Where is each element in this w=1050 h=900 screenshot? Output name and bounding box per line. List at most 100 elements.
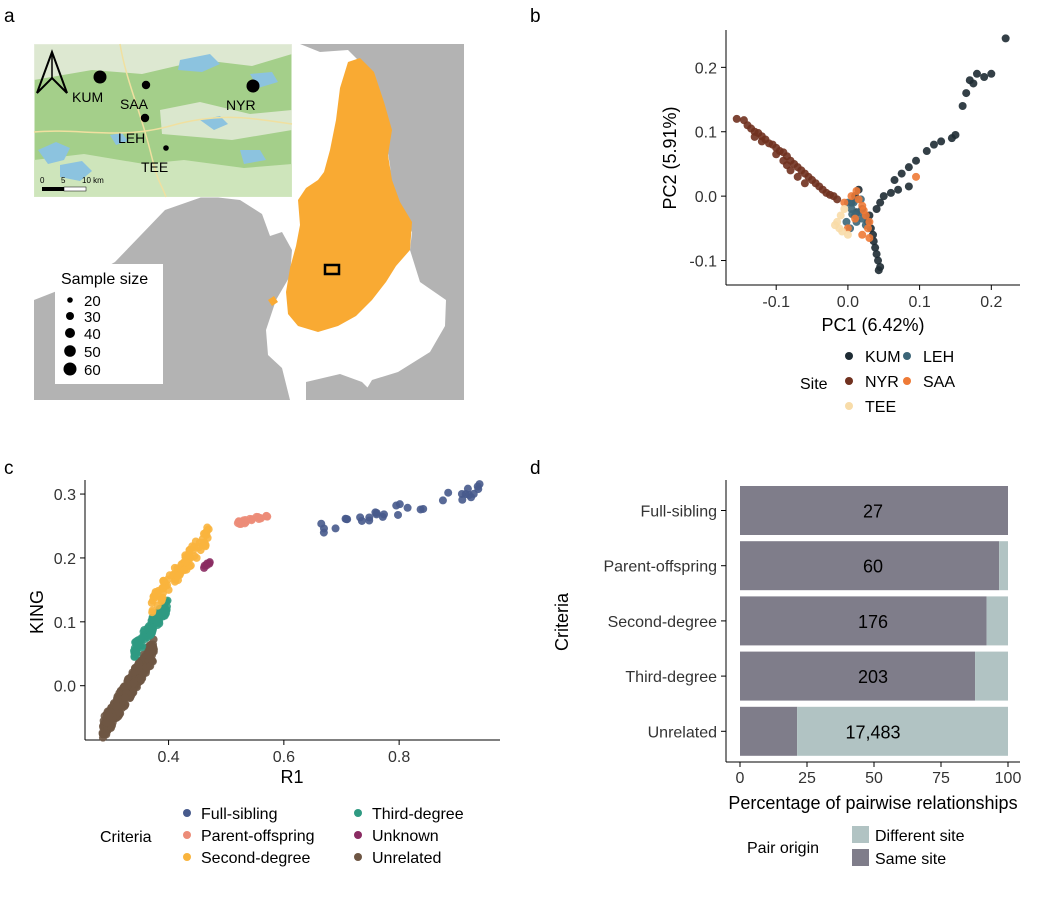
kinship-point-full-sibling: [473, 482, 482, 491]
kinship-point-full-sibling: [357, 516, 366, 525]
kinship-y-tick-label: 0.0: [54, 679, 76, 696]
site-dot-saa: [141, 80, 151, 90]
kinship-point-full-sibling: [458, 495, 467, 504]
pca-point-kum: [871, 243, 880, 252]
legend-key-nyr: [845, 377, 853, 385]
pca-point-kum: [904, 163, 913, 172]
kinship-ticks: 0.4 0.6 0.8 0.0 0.1 0.2 0.3: [54, 487, 411, 766]
pca-x-tick-label: -0.1: [762, 294, 790, 311]
bar-x-tick-label: 25: [798, 770, 816, 787]
pca-point-kum: [1001, 34, 1010, 43]
size-label-40: 40: [84, 326, 101, 343]
kinship-scatter-panel: 0.4 0.6 0.8 0.0 0.1 0.2 0.3 R1 KING Criteria F…: [27, 480, 500, 867]
pca-points: [732, 34, 1010, 275]
kinship-x-tick-label: 0.6: [273, 749, 295, 766]
bar-category-label: Unrelated: [648, 724, 717, 741]
legend-label-kum: KUM: [865, 349, 901, 366]
pca-point-saa: [859, 206, 868, 215]
bar-count-label: 60: [863, 557, 883, 577]
kinship-point-unrelated: [129, 679, 138, 688]
pca-point-kum: [947, 134, 956, 143]
bar-category-label: Full-sibling: [641, 504, 717, 521]
pca-y-label: PC2 (5.91%): [660, 106, 680, 209]
panel-label-d: d: [530, 458, 541, 479]
kinship-point-unrelated: [102, 718, 111, 727]
kinship-point-second-degree: [200, 538, 209, 547]
pca-point-kum: [937, 137, 946, 146]
kinship-point-third-degree: [162, 602, 171, 611]
pca-point-nyr: [772, 150, 781, 159]
size-label-60: 60: [84, 362, 101, 379]
pca-point-nyr: [833, 195, 842, 204]
site-legend-title: Site: [800, 376, 828, 393]
legend-key-unrelated: [354, 853, 362, 861]
kinship-point-full-sibling: [465, 491, 474, 500]
pca-point-kum: [894, 185, 903, 194]
size-key-60: [63, 362, 77, 376]
pca-y-tick-label: 0.1: [695, 125, 717, 142]
legend-key-leh: [903, 352, 911, 360]
legend-key-parent-offspring: [183, 831, 191, 839]
legend-key-full-sibling: [183, 809, 191, 817]
site-label-nyr: NYR: [226, 97, 256, 113]
kinship-point-unknown: [203, 559, 212, 568]
pca-point-kum: [886, 188, 895, 197]
legend-label-leh: LEH: [923, 349, 954, 366]
pca-point-kum: [962, 89, 971, 98]
pca-point-tee: [836, 211, 845, 220]
size-key-30: [66, 312, 74, 320]
pca-x-tick-label: 0.1: [908, 294, 930, 311]
pca-point-kum: [904, 182, 913, 191]
site-label-leh: LEH: [118, 130, 145, 146]
kinship-point-second-degree: [184, 550, 193, 559]
kinship-point-full-sibling: [379, 510, 388, 519]
kinship-x-tick-label: 0.8: [388, 749, 410, 766]
bar-x-tick-label: 75: [932, 770, 950, 787]
kinship-point-second-degree: [194, 543, 203, 552]
site-label-kum: KUM: [72, 89, 103, 105]
kinship-x-tick-label: 0.4: [157, 749, 179, 766]
site-label-tee: TEE: [141, 159, 168, 175]
pca-point-tee: [840, 205, 849, 214]
pca-point-saa: [865, 233, 874, 242]
pca-point-nyr: [757, 137, 766, 146]
pca-point-kum: [987, 69, 996, 78]
map-panel: 0 5 10 km KUM SAA NYR LEH TEE Sample siz…: [33, 43, 464, 400]
pca-panel: -0.1 0.0 0.1 0.2 -0.1 0.0 0.1 0.2 PC1 (6.42%) P…: [660, 30, 1020, 416]
pca-point-saa: [851, 214, 860, 223]
kinship-point-second-degree: [165, 571, 174, 580]
legend-key-same-site: [852, 849, 869, 866]
size-key-40: [65, 328, 75, 338]
kinship-point-unrelated: [120, 682, 129, 691]
kinship-point-unrelated: [145, 642, 154, 651]
panel-label-b: b: [530, 6, 541, 27]
legend-key-saa: [903, 377, 911, 385]
study-area-box: [323, 263, 341, 276]
site-dot-leh: [140, 113, 150, 123]
kinship-point-full-sibling: [372, 508, 381, 517]
legend-label-parent-offspring: Parent-offspring: [201, 828, 315, 845]
kinship-point-full-sibling: [395, 500, 404, 509]
legend-label-different-site: Different site: [875, 828, 965, 845]
pca-point-nyr: [732, 114, 741, 123]
kinship-point-second-degree: [159, 577, 168, 586]
kinship-point-parent-offspring: [256, 514, 265, 523]
bar-x-tick-label: 100: [995, 770, 1022, 787]
pca-point-nyr: [800, 179, 809, 188]
kinship-point-unrelated: [137, 675, 146, 684]
kinship-point-full-sibling: [444, 488, 453, 497]
kinship-point-unrelated: [148, 656, 157, 665]
size-label-50: 50: [84, 344, 101, 361]
legend-label-second-degree: Second-degree: [201, 850, 311, 867]
pca-point-saa: [912, 172, 921, 181]
pca-x-tick-label: 0.2: [980, 294, 1002, 311]
scale-label-0: 0: [40, 176, 45, 185]
panel-label-a: a: [4, 6, 15, 27]
bar-category-label: Third-degree: [625, 669, 717, 686]
pca-x-label: PC1 (6.42%): [821, 315, 924, 335]
pca-point-kum: [969, 79, 978, 88]
kinship-y-tick-label: 0.2: [54, 551, 76, 568]
legend-label-saa: SAA: [923, 374, 955, 391]
bar-category-label: Parent-offspring: [603, 559, 717, 576]
